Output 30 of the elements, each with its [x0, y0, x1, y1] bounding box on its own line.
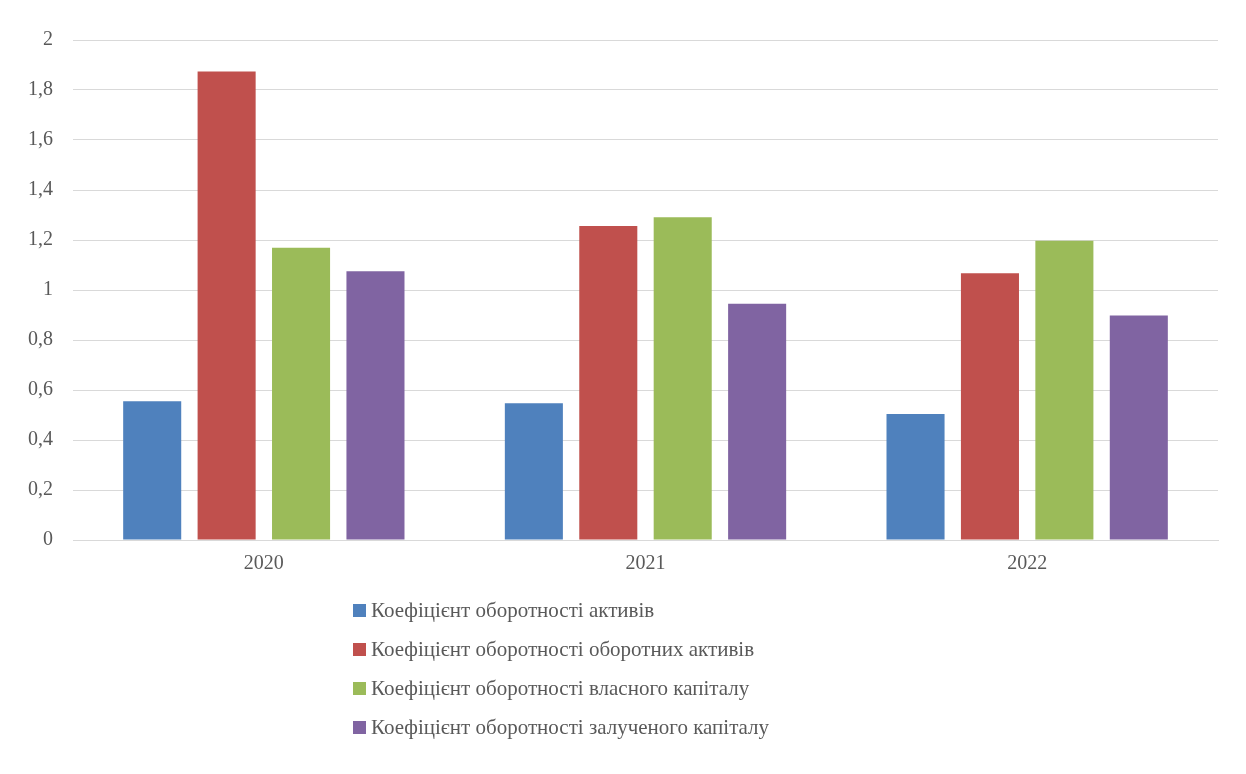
x-tick-label: 2021	[625, 551, 666, 574]
bar	[728, 303, 787, 540]
y-tick-label: 0,6	[28, 377, 53, 400]
bar	[653, 217, 712, 540]
bar	[346, 271, 405, 540]
bar	[197, 71, 256, 540]
bar	[272, 247, 331, 540]
bar	[1035, 240, 1094, 540]
x-tick-label: 2022	[1007, 551, 1048, 574]
legend-label: Коефіцієнт оборотності активів	[371, 598, 655, 623]
y-tick-label: 0	[43, 527, 53, 550]
legend-label: Коефіцієнт оборотності власного капіталу	[371, 676, 750, 701]
y-tick-label: 1,2	[28, 227, 53, 250]
bar	[886, 414, 945, 540]
y-tick-label: 2	[43, 27, 53, 50]
bar	[960, 273, 1019, 540]
y-tick-label: 0,4	[28, 427, 53, 450]
y-tick-label: 1,8	[28, 77, 53, 100]
bar	[1109, 315, 1168, 540]
bar	[579, 226, 638, 540]
bar	[123, 401, 182, 540]
y-tick-label: 1	[43, 277, 53, 300]
legend-label: Коефіцієнт оборотності оборотних активів	[371, 637, 755, 662]
y-tick-label: 1,6	[28, 127, 53, 150]
legend-label: Коефіцієнт оборотності залученого капіталу	[371, 715, 770, 740]
x-tick-label: 2020	[243, 551, 284, 574]
y-tick-label: 1,4	[28, 177, 53, 200]
y-tick-label: 0,8	[28, 327, 53, 350]
bar	[504, 403, 563, 540]
y-tick-label: 0,2	[28, 477, 53, 500]
